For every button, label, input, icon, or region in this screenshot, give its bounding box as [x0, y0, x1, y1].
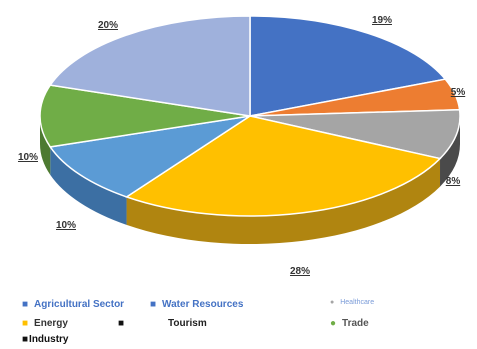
pie-slice-trade	[39, 84, 251, 148]
pie-slice-healthcare	[249, 108, 461, 160]
data-label-trade: 10%	[18, 152, 38, 163]
pie-side-healthcare	[440, 116, 460, 187]
data-label-tourism: 10%	[56, 220, 76, 231]
pie-slice-tourism	[48, 115, 251, 198]
data-label-energy: 28%	[290, 266, 310, 277]
data-label-healthcare: 8%	[446, 176, 461, 187]
pie-data-labels: 19% 5% 8% 28% 10% 10% 20%	[18, 15, 465, 277]
data-label-industry: 20%	[98, 20, 118, 31]
pie-side-energy	[126, 158, 441, 244]
data-label-water-resources: 5%	[451, 87, 466, 98]
data-label-agricultural-sector: 19%	[372, 15, 392, 26]
pie-slice-industry	[48, 15, 251, 117]
pie-side-trade	[40, 116, 51, 175]
pie-slice-energy	[124, 115, 442, 217]
pie-side-walls	[40, 116, 460, 244]
pie-slice-agricultural-sector	[249, 15, 447, 117]
pie-top-faces	[39, 15, 461, 217]
pie-side-tourism	[50, 146, 127, 225]
